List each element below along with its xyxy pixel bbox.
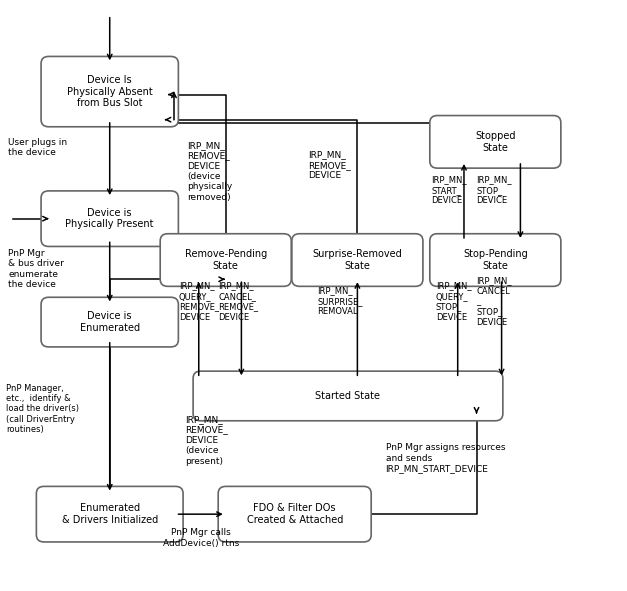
Text: IRP_MN_
REMOVE_
DEVICE
(device
physically
removed): IRP_MN_ REMOVE_ DEVICE (device physicall… [187, 141, 232, 202]
FancyBboxPatch shape [36, 486, 183, 542]
Text: Device is
Physically Present: Device is Physically Present [65, 208, 154, 229]
Text: Device is
Enumerated: Device is Enumerated [80, 311, 140, 333]
Text: Enumerated
& Drivers Initialized: Enumerated & Drivers Initialized [61, 504, 158, 525]
Text: IRP_MN_
SURPRISE_
REMOVAL: IRP_MN_ SURPRISE_ REMOVAL [317, 287, 363, 316]
Text: PnP Mgr
& bus driver
enumerate
the device: PnP Mgr & bus driver enumerate the devic… [8, 249, 64, 289]
Text: IRP_MN_
CANCEL
_
STOP_
DEVICE: IRP_MN_ CANCEL _ STOP_ DEVICE [477, 276, 512, 327]
Text: IRP_MN_
QUERY_
REMOVE_
DEVICE: IRP_MN_ QUERY_ REMOVE_ DEVICE [179, 281, 219, 322]
Text: IRP_MN_
QUERY_
STOP_
DEVICE: IRP_MN_ QUERY_ STOP_ DEVICE [436, 281, 472, 322]
FancyBboxPatch shape [292, 233, 423, 287]
FancyBboxPatch shape [160, 233, 291, 287]
FancyBboxPatch shape [430, 116, 561, 168]
Text: User plugs in
the device: User plugs in the device [8, 138, 67, 157]
FancyBboxPatch shape [41, 191, 178, 246]
FancyBboxPatch shape [41, 57, 178, 127]
Text: FDO & Filter DOs
Created & Attached: FDO & Filter DOs Created & Attached [246, 504, 343, 525]
Text: Started State: Started State [315, 391, 381, 401]
Text: Device Is
Physically Absent
from Bus Slot: Device Is Physically Absent from Bus Slo… [67, 75, 152, 108]
Text: Remove-Pending
State: Remove-Pending State [184, 249, 267, 271]
Text: Surprise-Removed
State: Surprise-Removed State [312, 249, 403, 271]
Text: PnP Mgr assigns resources
and sends
IRP_MN_START_DEVICE: PnP Mgr assigns resources and sends IRP_… [386, 443, 505, 473]
Text: PnP Manager,
etc.,  identify &
load the driver(s)
(call DriverEntry
routines): PnP Manager, etc., identify & load the d… [6, 384, 79, 434]
FancyBboxPatch shape [430, 233, 561, 287]
FancyBboxPatch shape [193, 371, 503, 421]
Text: IRP_MN_
REMOVE_
DEVICE
(device
present): IRP_MN_ REMOVE_ DEVICE (device present) [185, 415, 228, 466]
Text: IRP_MN_
REMOVE_
DEVICE: IRP_MN_ REMOVE_ DEVICE [308, 151, 351, 180]
Text: Stop-Pending
State: Stop-Pending State [463, 249, 528, 271]
FancyBboxPatch shape [41, 297, 178, 347]
Text: IRP_MN_
STOP_
DEVICE: IRP_MN_ STOP_ DEVICE [477, 176, 512, 205]
Text: PnP Mgr calls
AddDevice() rtns: PnP Mgr calls AddDevice() rtns [162, 528, 239, 547]
Text: IRP_MN_
START_
DEVICE: IRP_MN_ START_ DEVICE [431, 176, 467, 205]
Text: Stopped
State: Stopped State [475, 131, 515, 152]
Text: IRP_MN_
CANCEL_
REMOVE_
DEVICE: IRP_MN_ CANCEL_ REMOVE_ DEVICE [218, 281, 258, 322]
FancyBboxPatch shape [218, 486, 371, 542]
